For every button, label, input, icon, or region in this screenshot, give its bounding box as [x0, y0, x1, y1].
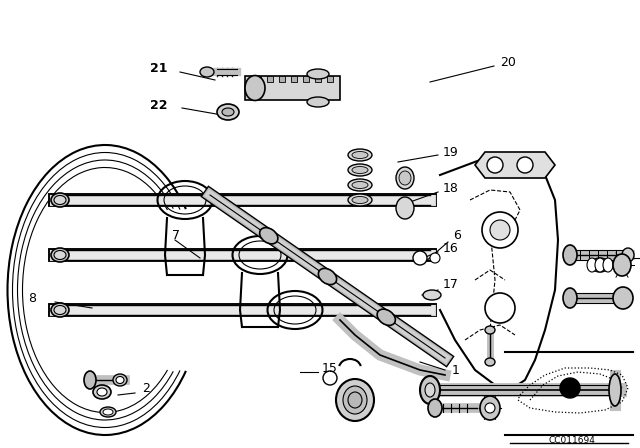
Ellipse shape — [396, 167, 414, 189]
Ellipse shape — [103, 409, 113, 415]
Ellipse shape — [352, 167, 368, 173]
Ellipse shape — [480, 396, 500, 420]
Ellipse shape — [51, 193, 69, 207]
Ellipse shape — [352, 197, 368, 203]
Ellipse shape — [336, 379, 374, 421]
Text: 8: 8 — [28, 292, 36, 305]
Polygon shape — [303, 76, 309, 82]
Ellipse shape — [348, 392, 362, 408]
Circle shape — [485, 403, 495, 413]
Polygon shape — [245, 76, 340, 100]
Ellipse shape — [54, 250, 66, 259]
Polygon shape — [475, 152, 555, 178]
Ellipse shape — [590, 258, 610, 272]
Ellipse shape — [51, 248, 69, 262]
Ellipse shape — [245, 76, 265, 100]
Ellipse shape — [420, 376, 440, 404]
Circle shape — [430, 253, 440, 263]
Ellipse shape — [100, 407, 116, 417]
Circle shape — [487, 157, 503, 173]
Ellipse shape — [348, 179, 372, 191]
Ellipse shape — [217, 104, 239, 120]
Text: 2: 2 — [142, 382, 150, 395]
Circle shape — [413, 251, 427, 265]
Ellipse shape — [603, 258, 613, 272]
Circle shape — [560, 378, 580, 398]
Circle shape — [323, 371, 337, 385]
Text: 15: 15 — [322, 362, 338, 375]
Ellipse shape — [51, 303, 69, 317]
Ellipse shape — [423, 290, 441, 300]
Circle shape — [517, 157, 533, 173]
Ellipse shape — [425, 383, 435, 397]
Circle shape — [485, 293, 515, 323]
Ellipse shape — [563, 288, 577, 308]
Ellipse shape — [563, 245, 577, 265]
Polygon shape — [291, 76, 297, 82]
Ellipse shape — [260, 228, 278, 244]
Polygon shape — [279, 76, 285, 82]
Ellipse shape — [352, 151, 368, 159]
Ellipse shape — [307, 97, 329, 107]
Text: 21: 21 — [150, 61, 168, 74]
Ellipse shape — [116, 376, 124, 383]
Ellipse shape — [200, 67, 214, 77]
Polygon shape — [255, 76, 261, 82]
Ellipse shape — [609, 374, 621, 406]
Ellipse shape — [348, 149, 372, 161]
Ellipse shape — [54, 195, 66, 204]
Polygon shape — [267, 76, 273, 82]
Ellipse shape — [93, 385, 111, 399]
Ellipse shape — [396, 197, 414, 219]
Ellipse shape — [113, 374, 127, 386]
Ellipse shape — [352, 181, 368, 189]
Ellipse shape — [622, 248, 634, 262]
Ellipse shape — [428, 399, 442, 417]
Ellipse shape — [343, 386, 367, 414]
Text: 22: 22 — [150, 99, 168, 112]
Polygon shape — [315, 76, 321, 82]
Ellipse shape — [348, 194, 372, 206]
Text: 17: 17 — [443, 279, 459, 292]
Ellipse shape — [485, 358, 495, 366]
Text: 19: 19 — [443, 146, 459, 159]
Circle shape — [482, 212, 518, 248]
Ellipse shape — [613, 254, 631, 276]
Text: CC011694: CC011694 — [548, 435, 595, 444]
Circle shape — [490, 220, 510, 240]
Ellipse shape — [587, 258, 597, 272]
Text: 16: 16 — [443, 241, 459, 254]
Ellipse shape — [222, 108, 234, 116]
Text: 18: 18 — [443, 181, 459, 194]
Ellipse shape — [54, 306, 66, 314]
Ellipse shape — [97, 388, 107, 396]
Polygon shape — [327, 76, 333, 82]
Ellipse shape — [595, 258, 605, 272]
Ellipse shape — [399, 171, 411, 185]
Text: 6: 6 — [453, 228, 461, 241]
Ellipse shape — [348, 164, 372, 176]
Ellipse shape — [307, 69, 329, 79]
Text: 20: 20 — [500, 56, 516, 69]
Ellipse shape — [84, 371, 96, 389]
Ellipse shape — [318, 268, 337, 284]
Text: 1: 1 — [452, 363, 460, 376]
Ellipse shape — [377, 309, 396, 325]
Ellipse shape — [613, 287, 633, 309]
Text: 7: 7 — [172, 228, 180, 241]
Ellipse shape — [485, 326, 495, 334]
